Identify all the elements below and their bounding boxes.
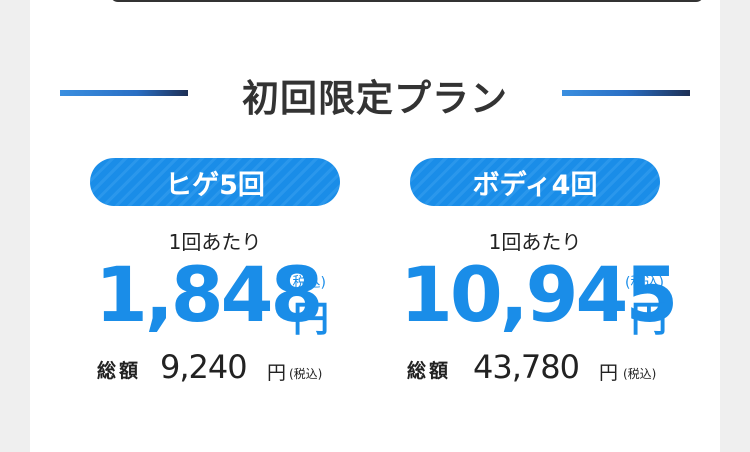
top-box-edge [110,0,704,2]
price-per-session: 1,848 [95,250,323,339]
total-currency: 円 [267,362,287,384]
price-tax-note: (税込) [287,275,326,291]
plan-name-badge: ボディ4回 [410,158,660,206]
per-session-label: 1回あたり [168,230,262,254]
total-tax-note: (税込) [289,367,323,381]
total-price: 43,780 [473,348,580,386]
total-row: 総額 9,240 円 (税込) [65,348,395,388]
price-currency: 円 [631,299,668,340]
section-title: 初回限定プラン [242,77,508,120]
section-header: 初回限定プラン [0,68,750,120]
total-tax-note: (税込) [623,367,657,381]
per-session-label: 1回あたり [488,230,582,254]
plan-card [30,0,720,452]
plan-name-badge: ヒゲ5回 [90,158,340,206]
price-tax-note: (税込) [625,275,664,291]
total-label: 総額 [97,360,142,382]
title-decoration-left [60,90,188,96]
price-row: 1,848 円 (税込) [65,250,365,340]
total-label: 総額 [407,360,452,382]
price-currency: 円 [293,299,330,340]
total-row: 総額 43,780 円 (税込) [385,348,715,388]
total-currency: 円 [599,362,619,384]
price-per-session: 10,945 [400,250,678,339]
price-row: 10,945 円 (税込) [385,250,685,340]
total-price: 9,240 [160,348,248,386]
title-decoration-right [562,90,690,96]
